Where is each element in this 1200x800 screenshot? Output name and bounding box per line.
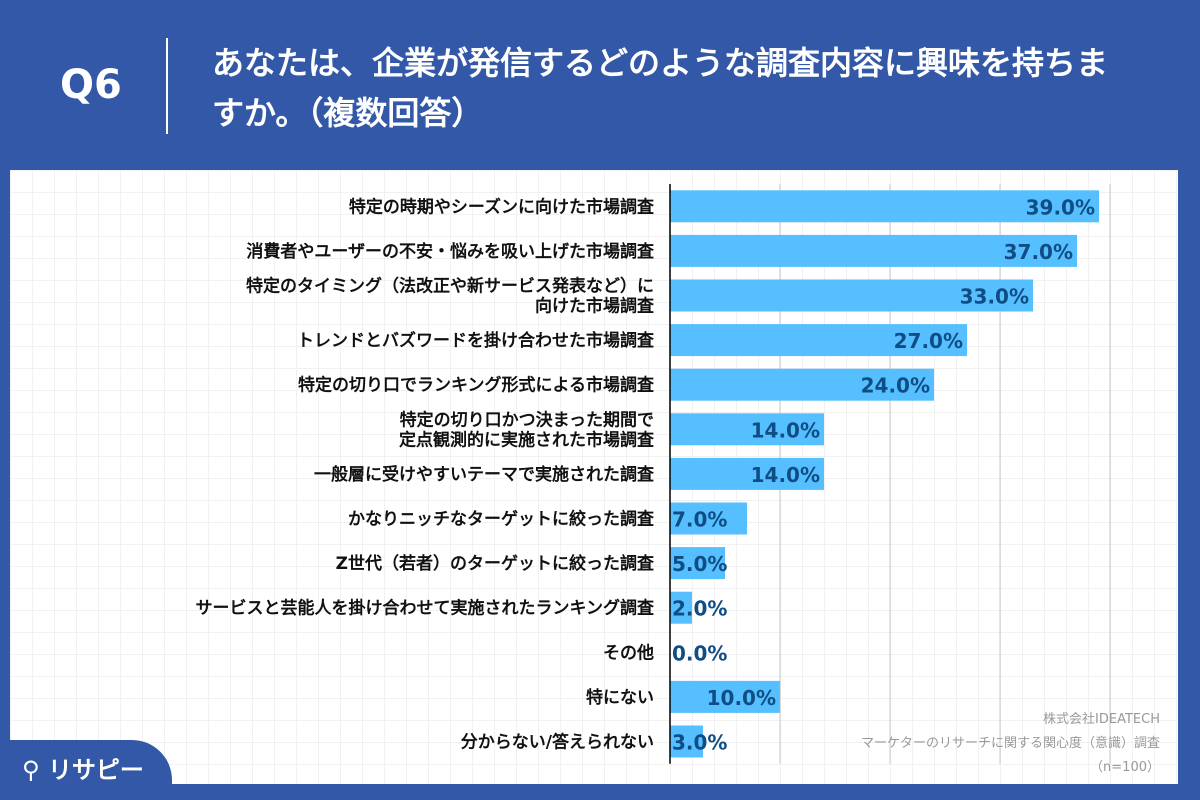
bar (670, 457, 824, 490)
logo: ⚲ リサピー (0, 740, 172, 800)
bar (670, 725, 703, 758)
data-label: 0.0% (672, 641, 727, 665)
data-label: 27.0% (894, 329, 963, 353)
data-label: 33.0% (960, 285, 1029, 309)
chart-panel: 特定の時期やシーズンに向けた市場調査 39.0% 消費者やユーザーの不安・悩みを吸い… (10, 170, 1178, 784)
credit-survey: マーケターのリサーチに関する関心度（意識）調査 (860, 736, 1160, 751)
bar (670, 680, 780, 713)
credit-n: （n=100） (1090, 760, 1160, 775)
question-title: あなたは、企業が発信するどのような調査内容に興味を持ちますか。（複数回答） (212, 44, 1109, 132)
data-label: 14.0% (751, 463, 820, 487)
bar (670, 190, 1099, 223)
logo-text: リサピー (47, 756, 144, 784)
question-number: Q6 (60, 62, 122, 108)
credit: 株式会社IDEATECH マーケターのリサーチに関する関心度（意識）調査 （n=… (861, 708, 1160, 780)
bar (670, 234, 1077, 267)
category-label: かなりニッチなターゲットに絞った調査 (348, 509, 655, 530)
category-label: その他 (603, 642, 654, 663)
category-label: サービスと芸能人を掛け合わせて実施されたランキング調査 (196, 598, 655, 619)
category-label: Z世代（若者）のターゲットに絞った調査 (336, 553, 655, 574)
data-label: 24.0% (861, 374, 930, 398)
pin-icon: ⚲ (22, 756, 40, 784)
category-label: トレンドとバズワードを掛け合わせた市場調査 (297, 330, 655, 351)
bar (670, 591, 692, 624)
data-label: 39.0% (1026, 195, 1095, 219)
bar (670, 279, 1033, 312)
bar-chart: 特定の時期やシーズンに向けた市場調査 39.0% 消費者やユーザーの不安・悩みを吸い… (196, 184, 1111, 764)
category-label: 分からない/答えられない (461, 732, 654, 753)
category-label: 特定の時期やシーズンに向けた市場調査 (349, 196, 655, 217)
category-label: 一般層に受けやすいテーマで実施された調査 (314, 464, 655, 485)
bar (670, 413, 824, 446)
data-label: 37.0% (1004, 240, 1073, 264)
category-label: 特定の切り口かつ決まった期間で定点観測的に実施された市場調査 (399, 409, 655, 450)
data-label: 7.0% (672, 508, 727, 532)
credit-company: 株式会社IDEATECH (1043, 712, 1160, 727)
data-label: 14.0% (751, 418, 820, 442)
data-label: 3.0% (672, 731, 727, 755)
category-label: 特にない (586, 687, 654, 708)
bar (670, 502, 747, 535)
bar (670, 368, 934, 401)
bar (670, 547, 725, 580)
bar (670, 324, 967, 357)
data-label: 2.0% (672, 597, 727, 621)
category-label: 特定のタイミング（法改正や新サービス発表など）に向けた市場調査 (246, 276, 655, 317)
category-label: 消費者やユーザーの不安・悩みを吸い上げた市場調査 (246, 241, 655, 262)
data-label: 5.0% (672, 552, 727, 576)
divider (166, 38, 168, 134)
category-label: 特定の切り口でランキング形式による市場調査 (298, 375, 655, 396)
data-label: 10.0% (707, 686, 776, 710)
